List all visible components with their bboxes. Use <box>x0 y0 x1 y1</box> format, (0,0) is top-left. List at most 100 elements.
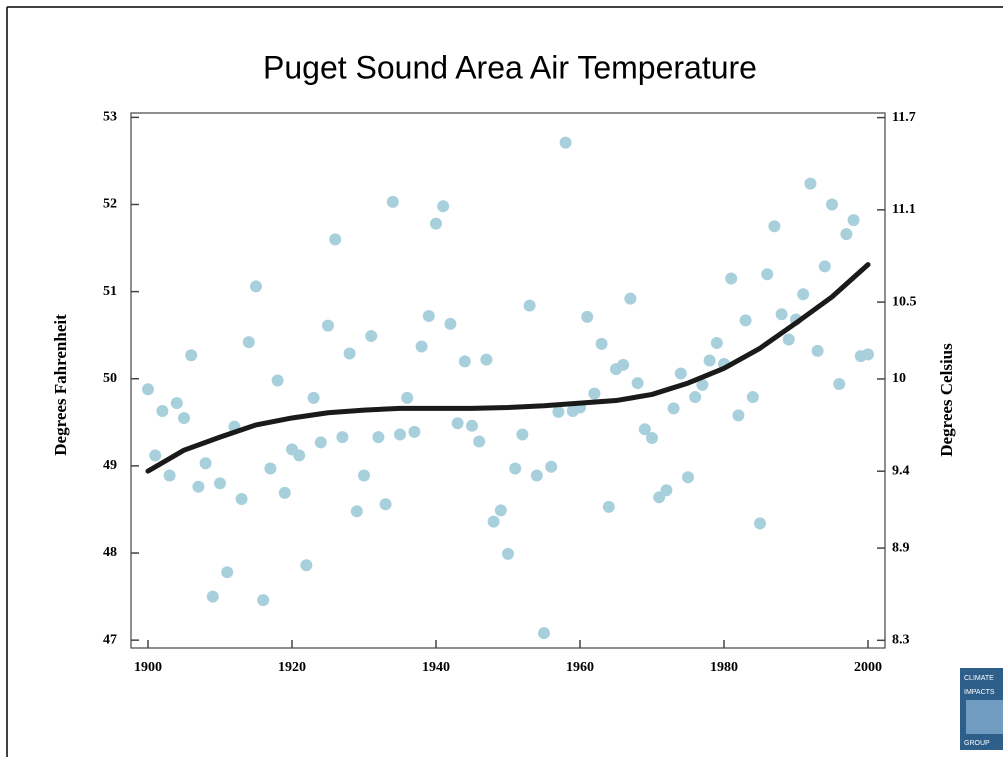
data-point <box>149 449 162 462</box>
data-point <box>264 462 277 475</box>
data-point <box>689 391 702 404</box>
logo-text: GROUP <box>964 740 990 747</box>
data-point <box>674 367 687 380</box>
data-point <box>818 260 831 273</box>
y-tick-label: 51 <box>103 284 117 299</box>
y2-tick-label: 9.4 <box>892 463 910 478</box>
data-point <box>638 423 651 436</box>
data-point <box>429 217 442 230</box>
data-point <box>487 515 500 528</box>
data-point <box>379 498 392 511</box>
x-tick-label: 1940 <box>422 660 450 675</box>
y-tick-label: 52 <box>103 197 117 212</box>
data-point <box>833 377 846 390</box>
data-point <box>156 404 169 417</box>
data-point <box>408 425 421 438</box>
y2-tick-label: 10 <box>892 371 906 386</box>
trend-line <box>145 262 871 474</box>
x-tick-label: 2000 <box>854 660 882 675</box>
data-point <box>559 136 572 149</box>
data-point <box>502 547 514 560</box>
data-point <box>545 460 558 473</box>
x-tick-label: 1900 <box>134 660 162 675</box>
data-point <box>494 504 507 517</box>
data-point <box>163 469 176 482</box>
x-tick-label: 1960 <box>566 660 594 675</box>
data-point <box>552 405 565 418</box>
data-point <box>336 431 349 444</box>
data-point <box>314 436 327 449</box>
data-point <box>732 409 745 422</box>
data-point <box>480 353 493 366</box>
x-tick-label: 1980 <box>710 660 738 675</box>
y-tick-label: 48 <box>103 545 117 560</box>
data-point <box>415 340 428 353</box>
data-point <box>465 419 478 432</box>
data-point <box>278 486 291 499</box>
data-point <box>804 177 817 190</box>
y2-tick-label: 10.5 <box>892 294 917 309</box>
data-point <box>473 435 486 448</box>
data-point <box>840 228 853 241</box>
data-point <box>422 310 435 323</box>
data-point <box>307 391 320 404</box>
data-point <box>365 330 378 343</box>
logo-art <box>966 700 1003 734</box>
data-point <box>343 347 356 360</box>
data-point <box>372 431 385 444</box>
data-point <box>357 469 370 482</box>
data-point <box>530 469 543 482</box>
data-point <box>213 477 226 490</box>
data-point <box>667 402 680 415</box>
logo-text: CLIMATE <box>964 675 994 682</box>
data-point <box>516 428 529 441</box>
data-point <box>401 391 414 404</box>
logo-text: IMPACTS <box>964 689 995 696</box>
data-point <box>746 391 759 404</box>
data-point <box>177 411 190 424</box>
data-point <box>329 233 342 246</box>
y2-tick-label: 11.1 <box>892 202 916 217</box>
data-point <box>206 590 219 603</box>
data-point <box>393 428 406 441</box>
data-point <box>754 517 767 530</box>
plot-frame <box>130 112 886 649</box>
data-point <box>300 559 313 572</box>
data-point <box>321 319 334 332</box>
data-point <box>185 349 198 362</box>
y2-axis-title: Degrees Celsius <box>937 343 956 457</box>
y-tick-label: 53 <box>103 110 117 125</box>
data-point <box>710 337 723 350</box>
data-point <box>451 417 464 430</box>
data-point <box>192 480 205 493</box>
y-axis-title: Degrees Fahrenheit <box>51 314 70 456</box>
data-point <box>696 378 709 391</box>
data-point <box>170 397 183 410</box>
data-point <box>199 457 212 470</box>
data-point <box>775 308 788 321</box>
data-point <box>725 272 738 285</box>
y-tick-label: 49 <box>103 458 117 473</box>
data-point <box>862 348 875 361</box>
data-point <box>271 374 284 387</box>
data-point <box>588 387 601 400</box>
data-point <box>509 462 522 475</box>
data-point <box>847 214 860 227</box>
data-point <box>293 449 306 462</box>
data-point <box>631 377 644 390</box>
data-point <box>811 344 824 357</box>
data-point <box>458 355 471 368</box>
y2-tick-label: 8.9 <box>892 540 910 555</box>
data-point <box>350 505 363 518</box>
data-point <box>797 288 810 301</box>
data-point <box>257 594 270 607</box>
data-point <box>221 566 234 579</box>
y-tick-label: 47 <box>103 632 117 647</box>
data-point <box>523 299 536 312</box>
x-tick-label: 1920 <box>278 660 306 675</box>
data-point <box>703 354 716 367</box>
data-point <box>581 310 594 323</box>
data-point <box>739 314 752 327</box>
